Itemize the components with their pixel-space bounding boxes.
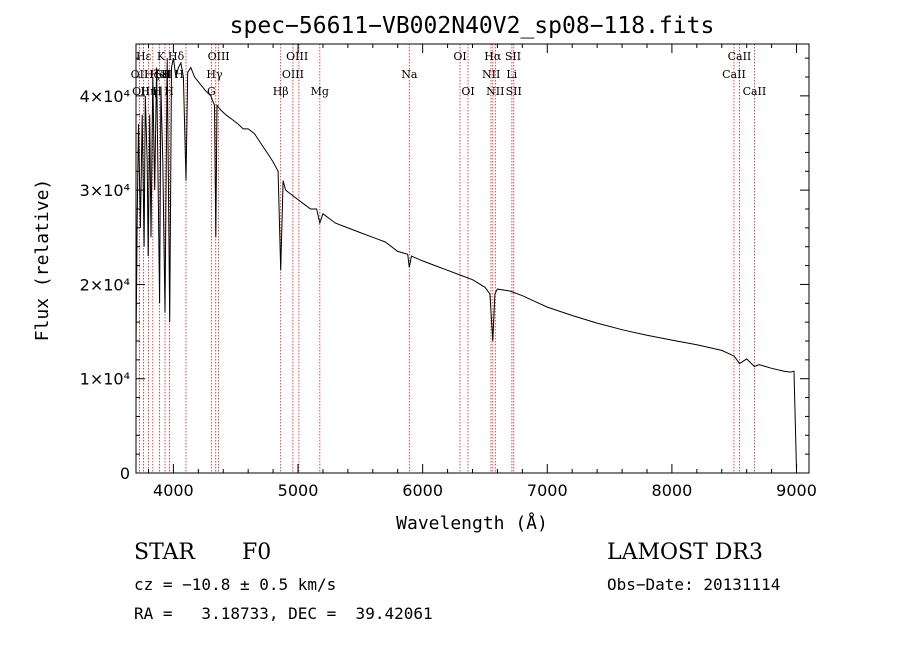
x-axis-label: Wavelength (Å)	[396, 512, 548, 534]
marker-label-28: SII	[506, 85, 522, 98]
y-tick-label-4: 4×10⁴	[80, 87, 130, 106]
y-axis-label: Flux (relative)	[32, 179, 53, 342]
x-tick-label-1: 5000	[278, 481, 319, 500]
marker-label-29: CaII	[728, 50, 752, 63]
x-tick-label-2: 6000	[402, 481, 443, 500]
spectrum-line	[135, 58, 797, 471]
redshift-text: cz = −10.8 ± 0.5 km/s	[134, 575, 337, 594]
marker-label-9: H	[161, 68, 171, 81]
marker-label-24: SII	[505, 50, 521, 63]
object-subclass: F0	[242, 540, 272, 565]
marker-label-13: OIII	[208, 50, 230, 63]
object-class: STAR	[134, 540, 195, 565]
marker-label-21: OI	[453, 50, 466, 63]
axis-ticks: 4000 5000 6000 7000 8000 9000 0 1×10⁴ 2×10⁴ 3×10⁴…	[80, 44, 817, 500]
marker-label-10: H	[164, 85, 174, 98]
marker-label-19: Mg	[311, 85, 329, 98]
marker-label-26: Li	[506, 68, 517, 81]
marker-label-22: OI	[461, 85, 474, 98]
y-tick-label-1: 1×10⁴	[80, 370, 130, 389]
marker-label-31: CaII	[743, 85, 767, 98]
chart-title: spec−56611−VB002N40V2_sp08−118.fits	[230, 13, 715, 39]
marker-label-0: Hε	[136, 50, 152, 63]
marker-label-14: Hγ	[206, 68, 223, 81]
marker-label-16: OIII	[286, 50, 308, 63]
x-tick-label-3: 7000	[527, 481, 568, 500]
marker-lines	[139, 44, 755, 473]
marker-label-8: SII	[156, 68, 172, 81]
coordinates: RA = 3.18733, DEC = 39.42061	[134, 604, 433, 623]
marker-label-12: H	[174, 68, 184, 81]
marker-label-25: NII	[482, 68, 500, 81]
x-tick-label-4: 8000	[652, 481, 693, 500]
marker-label-7: HeI	[150, 68, 170, 81]
marker-label-2: OII	[132, 85, 150, 98]
marker-label-27: NII	[486, 85, 504, 98]
marker-label-15: G	[207, 85, 216, 98]
marker-label-20: Na	[401, 68, 418, 81]
marker-label-17: OIII	[282, 68, 304, 81]
marker-label-23: Hα	[484, 50, 502, 63]
y-tick-label-0: 0	[120, 464, 130, 483]
x-tick-label-5: 9000	[776, 481, 817, 500]
marker-labels: HεOIIOIIHηHζKHHeISIIHHHδHOIIIHγGOIIIOIII…	[131, 50, 767, 98]
y-tick-label-2: 2×10⁴	[80, 275, 130, 294]
marker-label-11: Hδ	[168, 50, 185, 63]
marker-label-4: Hζ	[144, 68, 160, 81]
marker-label-18: Hβ	[273, 85, 289, 98]
marker-label-30: CaII	[722, 68, 746, 81]
y-tick-label-3: 3×10⁴	[80, 181, 130, 200]
marker-label-5: K	[157, 50, 166, 63]
survey-name: LAMOST DR3	[607, 540, 763, 565]
plot-frame	[135, 43, 810, 474]
marker-label-1: OII	[131, 68, 149, 81]
obs-date: Obs−Date: 20131114	[607, 575, 781, 594]
x-tick-label-0: 4000	[153, 481, 194, 500]
